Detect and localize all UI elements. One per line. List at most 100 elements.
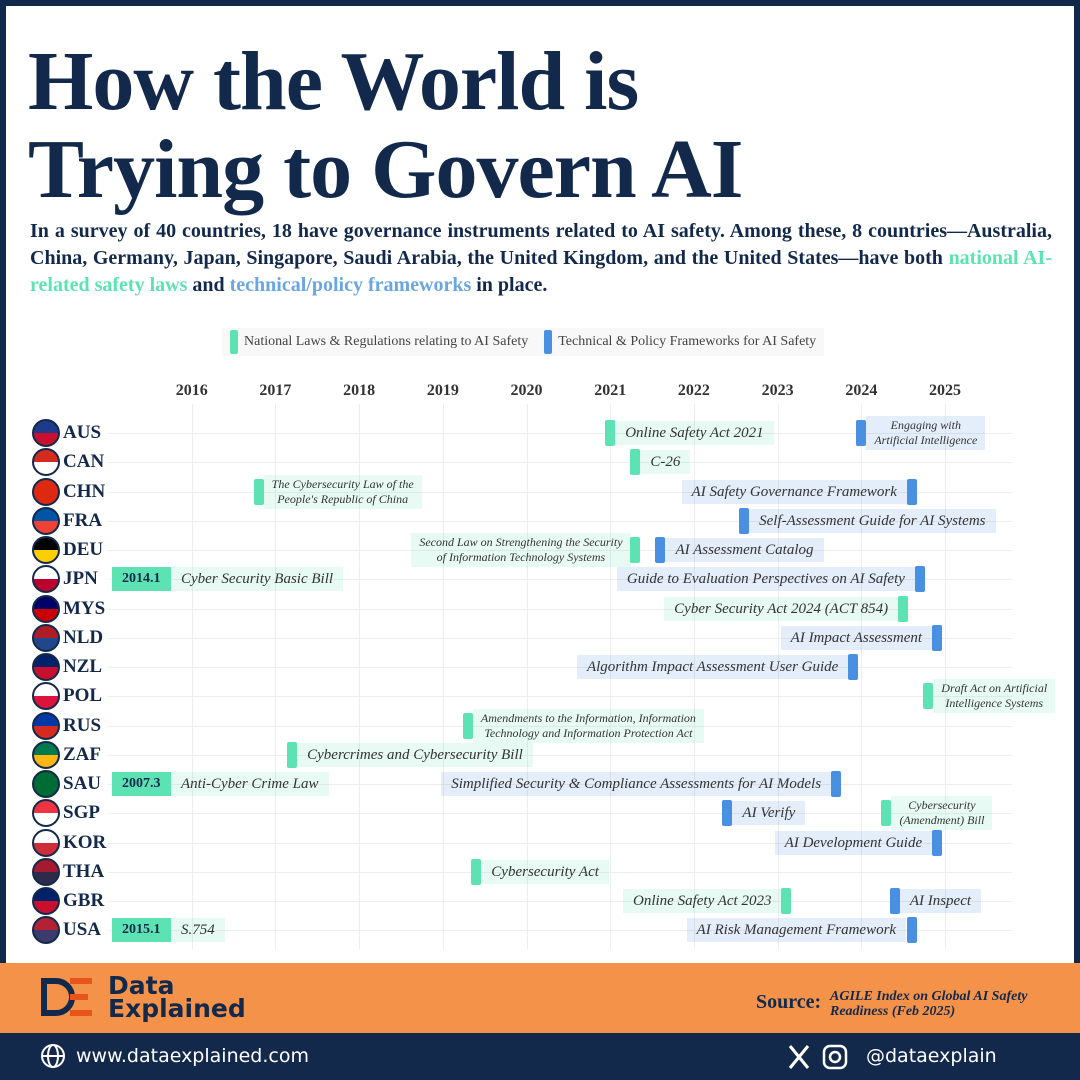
country-label: ZAF: [63, 743, 101, 765]
country-label: SAU: [63, 773, 102, 794]
subtitle-text: and: [187, 274, 230, 296]
event-label: Online Safety Act 2023: [623, 889, 782, 913]
globe-icon: [41, 1044, 65, 1068]
flag: [32, 653, 60, 681]
grid-line: [442, 404, 444, 949]
legend-label: Technical & Policy Frameworks for AI Saf…: [558, 334, 817, 349]
event-marker: [831, 771, 842, 797]
handle[interactable]: @dataexplain: [866, 1045, 997, 1067]
event-marker: [471, 858, 482, 885]
country-label: GBR: [63, 890, 105, 911]
flag: [32, 536, 60, 564]
grid-line: [693, 404, 695, 949]
x-tick-label: 2021: [594, 382, 627, 399]
flag: [32, 887, 60, 915]
country-label: MYS: [63, 597, 106, 619]
row-line: [108, 725, 1012, 727]
event-marker: [739, 507, 750, 534]
country-label: FRA: [63, 509, 103, 531]
country-label: DEU: [63, 539, 104, 560]
row-line: [108, 579, 1012, 581]
event-label: Self-Assessment Guide for AI Systems: [749, 508, 996, 533]
event-marker: [253, 478, 264, 505]
footer-band: Data Explained Source: AGILE Index on Gl…: [0, 963, 1080, 1033]
x-tick-label: 2018: [343, 382, 376, 399]
flag: [32, 477, 60, 506]
source: AGILE Index on Global AI Safety Readines…: [830, 989, 1028, 1019]
country-label: KOR: [63, 831, 107, 853]
flag: [32, 419, 60, 447]
row-line: [108, 667, 1012, 668]
x-tick-label: 2022: [677, 382, 710, 399]
row-line: [108, 608, 1012, 610]
event-label: Second Law on Strengthening the Security…: [411, 533, 631, 567]
row-line: [108, 696, 1012, 698]
row-line: [108, 871, 1012, 873]
event-marker: [630, 537, 641, 563]
title: How the World is Trying to Govern AI: [28, 35, 743, 216]
brand-logo: [41, 978, 92, 1016]
event-label: Algorithm Impact Assessment User Guide: [576, 655, 849, 679]
flag: [32, 594, 60, 623]
event-label: AI Safety Governance Framework: [681, 479, 907, 504]
event-marker: [856, 420, 867, 446]
website[interactable]: www.dataexplained.com: [76, 1045, 309, 1067]
event-label: Online Safety Act 2021: [615, 421, 774, 445]
grid-line: [777, 404, 779, 949]
event-marker: [881, 800, 892, 827]
event-marker: [630, 449, 641, 476]
row-line: [108, 813, 1012, 815]
event-label: C-26: [640, 450, 691, 475]
event-marker: [847, 654, 858, 680]
row-line: [108, 462, 1012, 464]
grid-line: [275, 404, 277, 949]
event-label: AI Assessment Catalog: [665, 538, 824, 562]
event-label: Cybersecurity (Amendment) Bill: [891, 796, 993, 831]
event-label: Guide to Evaluation Perspectives on AI S…: [616, 567, 915, 592]
event-marker: [931, 829, 942, 856]
event-label: Amendments to the Information, Informati…: [472, 708, 704, 743]
event-marker: [914, 566, 925, 593]
country-label: NLD: [63, 626, 104, 648]
brand-name: Data: [108, 971, 175, 1000]
event-label: Cybercrimes and Cybersecurity Bill: [297, 742, 533, 767]
country-label: USA: [63, 919, 102, 941]
event-label: AI Verify: [732, 801, 806, 826]
x-tick-label: 2025: [929, 382, 962, 399]
flag: [32, 682, 60, 711]
row-line: [108, 491, 1012, 493]
x-tick-label: 2024: [845, 382, 878, 399]
flag: [32, 857, 60, 886]
subtitle-text: In a survey of 40 countries, 18 have gov…: [30, 220, 1052, 269]
grid-line: [359, 404, 361, 949]
flag: [32, 623, 60, 652]
event-label: Anti-Cyber Crime Law: [171, 772, 329, 796]
event-marker: [462, 712, 473, 739]
event-label: AI Impact Assessment: [780, 625, 933, 650]
x-tick-label: 2017: [259, 382, 292, 399]
grid-line: [610, 404, 612, 949]
event-label: Cyber Security Act 2024 (ACT 854): [664, 596, 899, 621]
flag: [32, 770, 60, 798]
grid-line: [191, 404, 193, 949]
flag: [32, 799, 60, 828]
country-label: AUS: [63, 422, 102, 443]
row-line: [108, 520, 1012, 522]
event-label: AI Development Guide: [774, 830, 933, 855]
event-marker: [655, 537, 666, 563]
date-tag: 2014.1: [112, 567, 171, 592]
subtitle-text: in place.: [471, 274, 548, 296]
row-line: [108, 784, 1012, 785]
event-label: S.754: [171, 918, 225, 943]
country-label: NZL: [63, 656, 103, 677]
flag: [32, 828, 60, 857]
event-marker: [906, 478, 917, 505]
country-label: THA: [63, 860, 105, 882]
row-line: [108, 550, 1012, 551]
legend-label: National Laws & Regulations relating to …: [244, 334, 529, 349]
flag: [32, 740, 60, 769]
event-marker: [923, 683, 934, 710]
flag: [32, 711, 60, 740]
event-label: Engaging with Artificial Intelligence: [866, 416, 986, 450]
